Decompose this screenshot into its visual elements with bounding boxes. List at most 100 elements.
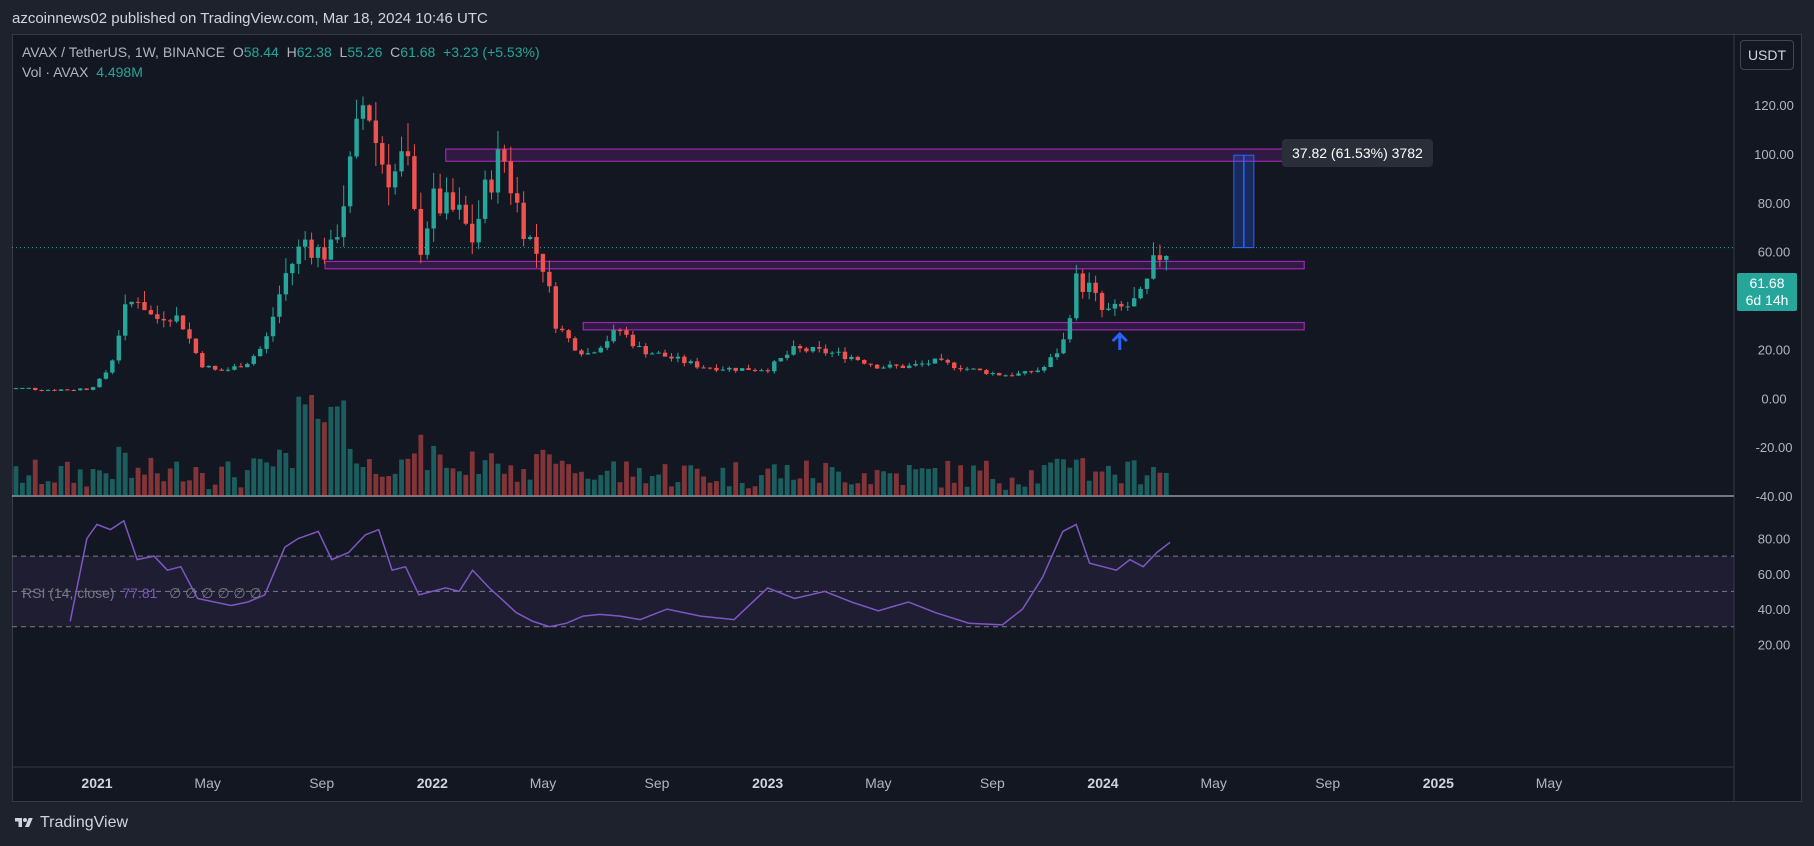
volume-bar bbox=[1041, 465, 1047, 496]
low-value: 55.26 bbox=[347, 44, 383, 60]
volume-bar bbox=[579, 471, 584, 496]
chart-canvas[interactable]: -40.00 -20.00 0.00 20.00 40.00 60.00 80.00 100.… bbox=[12, 34, 1802, 802]
volume-bar bbox=[476, 473, 482, 496]
volume-bar bbox=[489, 453, 494, 496]
candle-body bbox=[245, 363, 250, 368]
candle-body bbox=[868, 363, 873, 365]
volume-bar bbox=[572, 473, 578, 496]
volume-bar bbox=[1112, 474, 1118, 496]
volume-bar bbox=[341, 400, 347, 496]
candle-body bbox=[20, 387, 25, 389]
volume-bar bbox=[1144, 475, 1150, 496]
volume-bar bbox=[797, 478, 803, 496]
volume-bar bbox=[418, 434, 424, 496]
candle-body bbox=[1080, 273, 1085, 292]
candle-body bbox=[161, 318, 166, 321]
volume-bar bbox=[810, 478, 816, 496]
volume-bar bbox=[591, 479, 597, 496]
candle-body bbox=[470, 223, 475, 243]
candle-body bbox=[521, 202, 526, 240]
volume-bar bbox=[868, 484, 874, 496]
candle-body bbox=[990, 373, 995, 375]
volume-bar bbox=[559, 460, 565, 496]
volume-bar bbox=[64, 461, 70, 496]
last-price-tag: 61.68 6d 14h bbox=[1737, 273, 1797, 311]
volume-bar bbox=[142, 474, 147, 496]
candle-body bbox=[39, 390, 44, 392]
candle-body bbox=[187, 329, 192, 339]
high-value: 62.38 bbox=[296, 44, 332, 60]
candle-body bbox=[405, 151, 411, 157]
bar-countdown: 6d 14h bbox=[1745, 292, 1789, 308]
candle-body bbox=[1074, 273, 1079, 319]
volume-bar bbox=[739, 482, 745, 496]
candle-body bbox=[842, 351, 848, 360]
footer-brand[interactable]: TradingView bbox=[40, 814, 129, 831]
candle-body bbox=[932, 358, 938, 364]
volume-bar bbox=[733, 462, 739, 496]
rsi-label[interactable]: RSI (14, close) bbox=[22, 585, 115, 601]
candle-body bbox=[232, 366, 237, 370]
volume-bar bbox=[566, 464, 572, 496]
candle-body bbox=[547, 271, 552, 287]
rsi-extras: ∅ ∅ ∅ ∅ ∅ ∅ bbox=[169, 585, 262, 601]
volume-bar bbox=[1118, 483, 1124, 496]
volume-bar bbox=[412, 453, 417, 496]
candle-body bbox=[1119, 303, 1124, 307]
candle-body bbox=[733, 367, 738, 371]
candle-body bbox=[290, 263, 295, 274]
volume-bar bbox=[829, 467, 835, 496]
volume-bar bbox=[1163, 472, 1169, 496]
candle-body bbox=[701, 367, 706, 369]
volume-bar bbox=[58, 465, 64, 496]
candle-body bbox=[849, 356, 854, 360]
published-text: azcoinnews02 published on TradingView.co… bbox=[12, 10, 488, 27]
volume-bar bbox=[707, 482, 713, 496]
candle-body bbox=[688, 361, 693, 364]
candle-body bbox=[508, 161, 513, 194]
price-tick-label: 60.00 bbox=[1758, 245, 1791, 260]
candle-body bbox=[1164, 255, 1169, 260]
volume-bar bbox=[977, 470, 983, 496]
candle-body bbox=[270, 316, 276, 337]
candle-body bbox=[495, 149, 501, 193]
candle-body bbox=[1086, 282, 1092, 292]
candle-body bbox=[1003, 375, 1008, 377]
volume-bar bbox=[836, 471, 841, 496]
volume-bar bbox=[926, 468, 931, 496]
volume-bar bbox=[463, 474, 469, 496]
candle-body bbox=[1029, 371, 1034, 373]
currency-button[interactable]: USDT bbox=[1740, 40, 1794, 70]
candle-body bbox=[148, 310, 154, 315]
volume-bar bbox=[431, 445, 437, 496]
high-label: H bbox=[286, 44, 297, 60]
candle-body bbox=[836, 351, 841, 353]
volume-bar bbox=[52, 482, 57, 496]
volume-bar bbox=[180, 481, 186, 496]
volume-bar bbox=[328, 406, 334, 496]
symbol-label[interactable]: AVAX / TetherUS, 1W, BINANCE bbox=[22, 44, 226, 60]
volume-bar bbox=[861, 473, 867, 496]
price-tick-label: 80.00 bbox=[1758, 196, 1791, 211]
volume-bar bbox=[322, 422, 327, 496]
candle-body bbox=[463, 204, 469, 224]
candle-body bbox=[450, 192, 456, 210]
volume-bar bbox=[1003, 489, 1009, 496]
volume-bar bbox=[270, 466, 276, 496]
volume-bar bbox=[958, 465, 964, 496]
volume-bar bbox=[405, 458, 411, 496]
candle-body bbox=[598, 347, 603, 353]
volume-bar bbox=[251, 458, 257, 496]
time-tick-label: May bbox=[1200, 775, 1226, 791]
time-tick-label: Sep bbox=[645, 775, 670, 791]
volume-label[interactable]: Vol · AVAX bbox=[22, 64, 89, 80]
volume-bar bbox=[1099, 471, 1105, 496]
candle-body bbox=[322, 247, 327, 260]
volume-bar bbox=[1131, 460, 1137, 496]
candle-body bbox=[1009, 375, 1015, 377]
volume-bar bbox=[1125, 461, 1131, 496]
candle-body bbox=[772, 361, 777, 372]
volume-bar bbox=[714, 481, 719, 496]
candle-body bbox=[283, 273, 289, 295]
volume-bar bbox=[720, 467, 726, 496]
